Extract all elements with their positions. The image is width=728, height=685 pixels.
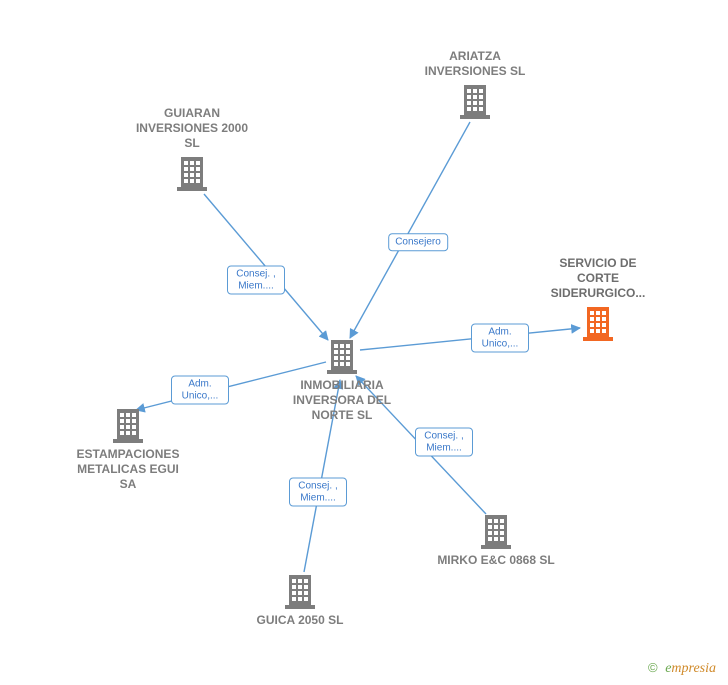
node-label: GUICA 2050 SL xyxy=(257,613,344,628)
edge-label-e_estamp[interactable]: Adm.Unico,... xyxy=(171,376,229,405)
edge-label-e_mirko[interactable]: Consej. ,Miem.... xyxy=(415,428,473,457)
node-ariatza[interactable]: ARIATZA INVERSIONES SL xyxy=(415,49,535,119)
footer-credit: © empresia xyxy=(648,660,716,677)
edge-label-e_servicio[interactable]: Adm.Unico,... xyxy=(471,324,529,353)
edge-label-e_guiaran[interactable]: Consej. ,Miem.... xyxy=(227,266,285,295)
node-label: MIRKO E&C 0868 SL xyxy=(437,553,554,568)
node-guica[interactable]: GUICA 2050 SL xyxy=(240,573,360,628)
node-label: GUIARAN INVERSIONES 2000 SL xyxy=(132,106,252,151)
node-label: ESTAMPACIONES METALICAS EGUI SA xyxy=(68,447,188,492)
node-mirko[interactable]: MIRKO E&C 0868 SL xyxy=(436,513,556,568)
building-icon xyxy=(113,407,143,443)
building-icon xyxy=(177,155,207,191)
node-estampaciones[interactable]: ESTAMPACIONES METALICAS EGUI SA xyxy=(68,407,188,492)
node-label: INMOBILIARIA INVERSORA DEL NORTE SL xyxy=(282,378,402,423)
edge-label-e_ariatza[interactable]: Consejero xyxy=(388,233,448,251)
node-guiaran[interactable]: GUIARAN INVERSIONES 2000 SL xyxy=(132,106,252,191)
node-label: ARIATZA INVERSIONES SL xyxy=(415,49,535,79)
building-icon xyxy=(481,513,511,549)
building-icon xyxy=(285,573,315,609)
brand-logo: empresia xyxy=(665,661,716,676)
building-icon xyxy=(327,338,357,374)
edge-e_ariatza xyxy=(350,122,470,338)
node-center[interactable]: INMOBILIARIA INVERSORA DEL NORTE SL xyxy=(282,338,402,423)
node-label: SERVICIO DE CORTE SIDERURGICO... xyxy=(538,256,658,301)
node-servicio[interactable]: SERVICIO DE CORTE SIDERURGICO... xyxy=(538,256,658,341)
building-icon xyxy=(460,83,490,119)
copyright-icon: © xyxy=(648,660,658,675)
building-icon xyxy=(583,305,613,341)
edge-label-e_guica[interactable]: Consej. ,Miem.... xyxy=(289,478,347,507)
